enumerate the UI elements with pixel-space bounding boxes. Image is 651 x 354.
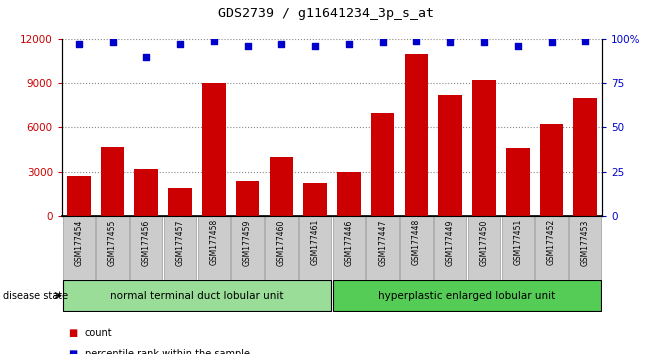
Text: GSM177448: GSM177448	[412, 219, 421, 266]
Point	[141, 54, 152, 59]
Point	[175, 41, 186, 47]
Bar	[535, 216, 568, 280]
Text: GSM177457: GSM177457	[176, 219, 184, 266]
Bar	[468, 216, 500, 280]
Point	[310, 43, 320, 49]
Bar	[371, 113, 395, 216]
Bar	[67, 176, 90, 216]
Text: GSM177458: GSM177458	[210, 219, 218, 266]
Point	[276, 41, 286, 47]
Bar	[506, 148, 529, 216]
Bar	[270, 157, 293, 216]
Text: hyperplastic enlarged lobular unit: hyperplastic enlarged lobular unit	[378, 291, 556, 301]
Point	[411, 38, 422, 44]
Point	[107, 40, 118, 45]
Text: GSM177453: GSM177453	[581, 219, 590, 266]
Text: GSM177446: GSM177446	[344, 219, 353, 266]
Bar	[101, 147, 124, 216]
Text: GSM177456: GSM177456	[142, 219, 151, 266]
Point	[344, 41, 354, 47]
Bar	[434, 216, 466, 280]
Point	[74, 41, 84, 47]
Point	[378, 40, 388, 45]
Text: disease state: disease state	[3, 291, 68, 301]
Point	[546, 40, 557, 45]
Text: GSM177461: GSM177461	[311, 219, 320, 266]
Bar	[367, 216, 399, 280]
Text: count: count	[85, 328, 112, 338]
Bar	[236, 181, 259, 216]
Text: ■: ■	[68, 349, 77, 354]
Bar	[337, 172, 361, 216]
Point	[208, 38, 219, 44]
Bar	[198, 216, 230, 280]
Text: GSM177454: GSM177454	[74, 219, 83, 266]
Bar	[405, 54, 428, 216]
Text: GSM177447: GSM177447	[378, 219, 387, 266]
Text: percentile rank within the sample: percentile rank within the sample	[85, 349, 249, 354]
Bar	[168, 188, 192, 216]
Bar	[303, 183, 327, 216]
Bar	[202, 83, 226, 216]
Point	[478, 40, 489, 45]
Text: GSM177449: GSM177449	[446, 219, 454, 266]
Bar	[265, 216, 298, 280]
Bar	[400, 216, 433, 280]
Bar	[333, 216, 365, 280]
Bar	[135, 169, 158, 216]
Point	[512, 43, 523, 49]
Text: ■: ■	[68, 328, 77, 338]
Bar	[472, 80, 496, 216]
Bar	[96, 216, 129, 280]
Bar	[231, 216, 264, 280]
Bar	[501, 216, 534, 280]
Bar	[333, 280, 602, 311]
Text: GSM177455: GSM177455	[108, 219, 117, 266]
Text: GSM177460: GSM177460	[277, 219, 286, 266]
Text: GDS2739 / g11641234_3p_s_at: GDS2739 / g11641234_3p_s_at	[217, 7, 434, 20]
Bar	[569, 216, 602, 280]
Bar	[540, 125, 563, 216]
Bar	[438, 95, 462, 216]
Point	[445, 40, 456, 45]
Text: GSM177451: GSM177451	[513, 219, 522, 266]
Text: GSM177459: GSM177459	[243, 219, 252, 266]
Bar	[299, 216, 331, 280]
Bar	[62, 216, 95, 280]
Text: GSM177452: GSM177452	[547, 219, 556, 266]
Point	[242, 43, 253, 49]
Bar	[164, 216, 196, 280]
Text: GSM177450: GSM177450	[480, 219, 488, 266]
Point	[580, 38, 590, 44]
Bar	[130, 216, 163, 280]
Bar	[574, 98, 597, 216]
Text: normal terminal duct lobular unit: normal terminal duct lobular unit	[110, 291, 284, 301]
Bar	[62, 280, 331, 311]
